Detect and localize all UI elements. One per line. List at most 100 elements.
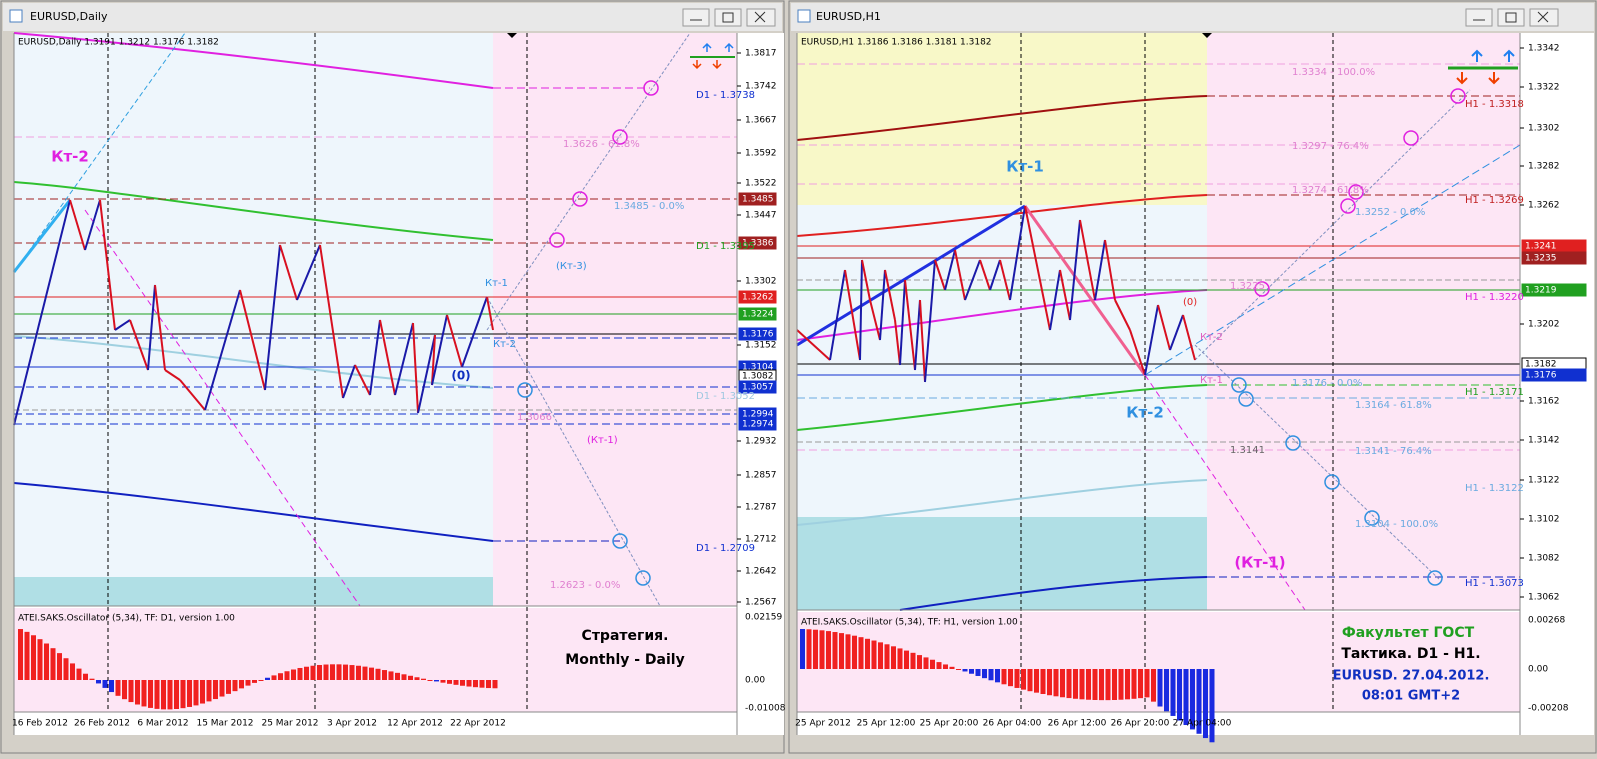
osc-bar [297,667,303,680]
minimize-button[interactable] [1465,8,1493,27]
osc-bar [1157,669,1163,707]
osc-bar [369,667,374,680]
zigzag-segment [1169,314,1184,351]
zigzag-segment [354,364,371,396]
annotation: (Кт-3) [556,261,587,272]
osc-bar [936,662,942,669]
osc-bar [995,669,1000,683]
zigzag-segment [989,259,1001,291]
price-tag-label: 1.3082 [742,372,774,382]
price-tag [738,290,777,304]
zigzag-segment [394,322,414,396]
osc-bar [1073,669,1078,699]
price-tag [738,236,777,250]
osc-bar [1086,669,1091,700]
zigzag-segment [879,269,886,341]
osc-bar [891,646,896,669]
zigzag-segment [1079,219,1096,301]
osc-bar [486,680,491,689]
osc-bar [839,633,844,669]
annotation: 1.3252 - 0.0% [1355,207,1425,218]
note: Monthly - Daily [565,652,684,668]
annotation: 1.3334 - 100.0% [1292,67,1375,78]
zigzag-segment [239,289,266,391]
osc-bar [356,665,361,680]
annotation: D1 - 1.3738 [696,90,755,101]
osc-bar [1066,669,1072,699]
note: Стратегия. [582,628,669,644]
price-tag-label: 1.3104 [742,363,774,373]
osc-bar [871,640,877,669]
zigzag-segment [1059,269,1071,321]
annotation: 1.3141 [1230,445,1265,456]
osc-bar [865,638,870,669]
note: Тактика. D1 - H1. [1341,646,1480,662]
annotation: H1 - 1.3318 [1465,99,1524,110]
osc-bar [310,665,316,680]
minimize-button[interactable] [682,8,710,27]
osc-bar [1092,669,1098,701]
time-tick-label: 25 Apr 2012 [795,719,851,729]
osc-bar [226,680,231,694]
trend-line [1023,205,1147,376]
window-button-icons [1473,11,1549,23]
zigzag-segment [934,259,946,291]
price-tag [738,327,777,341]
zigzag-segment [417,334,436,414]
zigzag-segment [164,369,181,381]
osc-bar [1008,669,1013,687]
osc-bar [206,680,212,702]
chart-borders [796,33,1521,735]
signal-icon [1471,49,1515,62]
shift-marker [507,33,517,38]
osc-bar [1040,669,1046,694]
osc-bar [988,669,994,681]
trend-line [84,209,361,607]
osc-bar [923,657,929,669]
osc-bar [1164,669,1169,712]
ma-line [796,384,1208,431]
osc-bar [1125,669,1130,700]
price-tick-label: 1.3152 [745,341,777,351]
price-axis: 1.3342 1.3322 1.3302 1.3282 1.3262 1.3202 1.31… [1520,44,1587,603]
time-tick-label: 12 Apr 2012 [387,719,443,729]
annotation: 1.3141 - 76.4% [1355,446,1432,457]
price-tick-label: 1.3282 [1528,162,1560,172]
osc-bar [421,678,426,680]
annotation: 1.3066 [517,412,552,423]
annotation: H1 - 1.3220 [1465,292,1524,303]
zigzag-segment [1049,269,1061,331]
osc-bar [806,629,812,669]
window-h1: EURUSD,H1 EURUSD,H1 1.3186 1.3186 1.3181… [788,0,1597,754]
osc-bar [479,680,485,688]
osc-bar [154,680,160,709]
osc-bar [388,671,394,680]
zigzag-segment [1182,314,1196,361]
zigzag-segment [829,269,846,361]
osc-tick-label: -0.00208 [1528,704,1569,714]
osc-bar [37,639,43,680]
zigzag-segment [1094,239,1106,301]
osc-bar [884,644,890,669]
note: Факультет ГОСТ [1342,625,1475,641]
maximize-button[interactable] [714,8,742,27]
osc-bar [349,665,355,680]
time-tick-label: 25 Mar 2012 [261,719,318,729]
osc-bar [70,663,75,680]
window-icon [9,9,23,23]
osc-bar [1151,669,1156,702]
osc-bar [362,666,368,680]
price-tag [738,417,777,431]
osc-bar [1060,669,1065,698]
zigzag [796,205,1196,383]
annotation: 1.3274 - 61.8% [1292,185,1369,196]
ma-line [13,335,494,389]
osc-tick-label: 0.02159 [745,613,782,623]
price-tick-label: 1.3142 [1528,436,1560,446]
osc-bar [304,666,309,680]
maximize-button[interactable] [1497,8,1525,27]
annotation: Кт-2 [1126,404,1164,422]
zigzag-segment [899,279,906,366]
annotation: Кт-1 [485,278,508,289]
